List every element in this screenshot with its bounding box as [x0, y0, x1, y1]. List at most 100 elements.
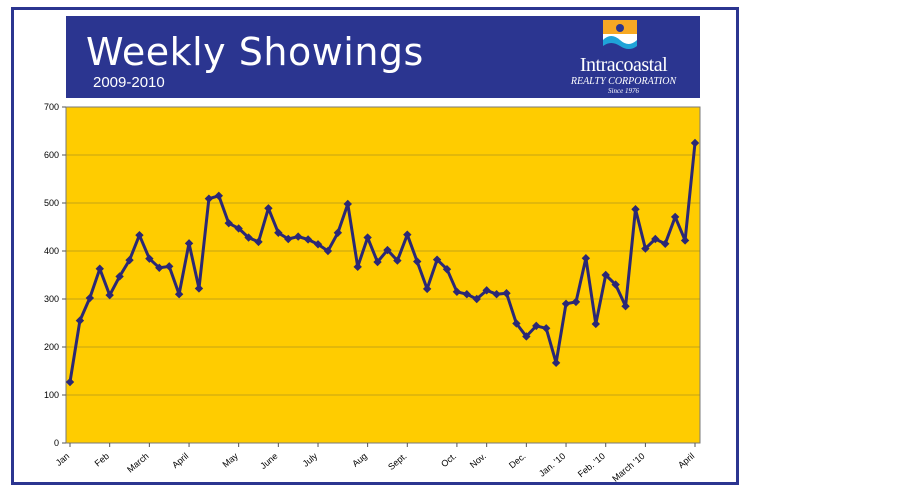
data-point [343, 199, 352, 209]
data-point [125, 255, 134, 265]
x-tick-label: Nov. [468, 451, 488, 470]
chart-subtitle: 2009-2010 [93, 74, 165, 91]
series-line [68, 142, 697, 383]
data-point [561, 299, 571, 308]
data-point [670, 212, 680, 222]
wave-logo-icon [603, 20, 637, 52]
data-point [432, 255, 442, 264]
x-tick-label: Dec. [507, 451, 528, 471]
data-point [234, 224, 243, 233]
y-tick-label: 500 [44, 198, 59, 208]
y-tick-label: 600 [44, 150, 59, 160]
logo-name: Intracoastal [579, 54, 668, 76]
data-point [165, 262, 174, 271]
data-point [680, 236, 690, 245]
data-point [621, 302, 630, 311]
data-point [95, 264, 104, 273]
x-tick-label: Jan [54, 451, 72, 468]
y-tick-label: 0 [54, 438, 59, 448]
y-tick-label: 200 [44, 342, 59, 352]
data-point [571, 297, 581, 307]
x-axis: Jan Feb March April May June July Aug Sept. Oct. N… [54, 443, 696, 484]
data-point [581, 254, 591, 263]
data-point [462, 290, 472, 299]
data-point [224, 218, 233, 228]
data-point [512, 319, 521, 328]
gridlines [66, 154, 700, 396]
data-point [204, 194, 214, 203]
data-point [363, 233, 372, 242]
data-point [254, 237, 263, 247]
chart-title: Weekly Showings [86, 30, 424, 74]
data-point [293, 232, 303, 241]
data-point [264, 204, 273, 213]
data-point [422, 284, 432, 294]
header-banner: Weekly Showings 2009-2010 Intracoastal R… [66, 16, 700, 98]
data-point [601, 270, 610, 280]
data-point [631, 205, 640, 214]
data-point [323, 246, 333, 256]
data-point [403, 230, 412, 239]
data-point [105, 290, 114, 300]
data-point [522, 332, 531, 341]
data-point [313, 240, 323, 249]
x-tick-label: Sept. [386, 451, 409, 472]
company-logo: Intracoastal REALTY CORPORATION Since 19… [561, 20, 691, 96]
y-tick-label: 400 [44, 246, 59, 256]
x-tick-label: April [676, 451, 696, 470]
logo-corporation: REALTY CORPORATION [570, 76, 677, 87]
x-tick-label: April [170, 451, 190, 470]
data-point [353, 262, 362, 272]
data-point [690, 138, 700, 148]
data-point [135, 230, 144, 240]
y-tick-label: 300 [44, 294, 59, 304]
data-point [492, 290, 501, 299]
data-point [184, 239, 194, 248]
y-tick-label: 100 [44, 390, 59, 400]
data-point [541, 324, 551, 333]
logo-since: Since 1976 [608, 87, 639, 95]
data-point [214, 191, 224, 200]
data-point [532, 321, 541, 331]
data-point [661, 239, 670, 248]
data-point [591, 319, 600, 329]
x-tick-label: Oct. [439, 451, 458, 469]
data-point [85, 293, 95, 303]
x-tick-label: March [125, 451, 151, 475]
data-point [502, 289, 511, 298]
x-tick-label: Feb. '10 [576, 451, 607, 479]
data-point [373, 257, 382, 267]
data-point [551, 358, 561, 368]
x-tick-label: Feb [93, 451, 111, 469]
data-point [303, 235, 313, 244]
data-point [393, 256, 402, 265]
x-tick-label: July [301, 451, 320, 469]
data-point [75, 316, 85, 325]
data-point [442, 265, 452, 274]
data-point [333, 228, 343, 237]
data-point [274, 228, 283, 237]
series-weekly-showings [65, 138, 700, 387]
data-point [383, 245, 392, 255]
data-point [115, 272, 124, 281]
y-axis: 0 100 200 300 400 500 600 700 [44, 102, 66, 448]
data-point [155, 263, 164, 272]
x-tick-label: May [220, 451, 240, 470]
data-point [641, 244, 650, 253]
data-point [284, 234, 293, 244]
data-point [65, 377, 75, 387]
data-point [174, 290, 184, 299]
data-point [194, 284, 204, 293]
x-tick-label: Aug [350, 451, 369, 469]
data-point [472, 294, 481, 304]
y-tick-label: 700 [44, 102, 59, 112]
data-point [145, 254, 154, 263]
data-point [244, 233, 253, 242]
x-tick-label: March '10 [610, 451, 646, 484]
data-point [413, 257, 422, 266]
data-point [611, 280, 620, 289]
data-point [482, 286, 491, 295]
data-point [651, 234, 660, 244]
data-point [452, 287, 462, 296]
